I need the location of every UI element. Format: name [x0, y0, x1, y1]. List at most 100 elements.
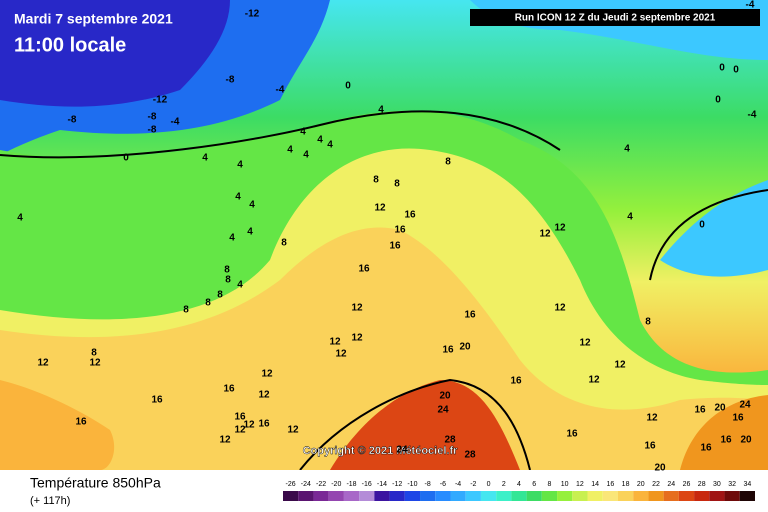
colorbar-swatch — [450, 491, 466, 501]
map-background — [0, 0, 768, 471]
contour-label: 4 — [378, 105, 384, 116]
contour-label: 16 — [700, 443, 712, 454]
colorbar-swatch — [572, 491, 588, 501]
contour-label: 4 — [202, 153, 208, 164]
colorbar-tick-label: 0 — [487, 481, 491, 488]
contour-label: 4 — [624, 144, 630, 155]
contour-label: 12 — [243, 420, 255, 431]
colorbar-swatch — [389, 491, 405, 501]
colorbar-swatch — [511, 491, 527, 501]
contour-label: 12 — [554, 223, 566, 234]
contour-label: 12 — [37, 358, 49, 369]
contour-label: 20 — [439, 391, 451, 402]
colorbar-tick-label: 16 — [606, 481, 614, 488]
contour-label: 16 — [151, 395, 163, 406]
contour-label: 12 — [539, 229, 551, 240]
colorbar: -26 -24 -22 -20 -18 -16 -14 -12 -10 -8 -6 -4 -2 0 2 4 6 8… — [283, 481, 755, 501]
colorbar-tick-label: 6 — [532, 481, 536, 488]
colorbar-tick-label: 20 — [637, 481, 645, 488]
contour-label: 16 — [720, 435, 732, 446]
contour-label: 16 — [389, 241, 401, 252]
contour-label: 16 — [394, 225, 406, 236]
contour-label: 16 — [694, 405, 706, 416]
colorbar-swatch — [557, 491, 573, 501]
contour-label: 4 — [300, 127, 306, 138]
colorbar-tick-label: -14 — [377, 481, 387, 488]
colorbar-tick-label: 34 — [743, 481, 751, 488]
contour-label: 28 — [444, 435, 456, 446]
contour-label: 16 — [510, 376, 522, 387]
colorbar-swatch — [465, 491, 481, 501]
run-box — [470, 9, 760, 26]
colorbar-swatch — [617, 491, 634, 501]
contour-label: 8 — [445, 157, 451, 168]
contour-label: 4 — [627, 212, 633, 223]
contour-label: 12 — [351, 333, 363, 344]
contour-label: 8 — [91, 348, 97, 359]
colorbar-swatch — [404, 491, 421, 501]
colorbar-tick-label: -8 — [425, 481, 431, 488]
contour-label: 4 — [229, 233, 235, 244]
contour-label: 4 — [249, 200, 255, 211]
colorbar-swatch — [480, 491, 497, 501]
contour-label: 20 — [654, 463, 666, 474]
contour-label: 8 — [394, 179, 400, 190]
colorbar-swatch — [633, 491, 649, 501]
colorbar-tick-label: 22 — [652, 481, 660, 488]
contour-label: 12 — [258, 390, 270, 401]
contour-label: 16 — [442, 345, 454, 356]
colorbar-tick-label: 4 — [517, 481, 521, 488]
colorbar-tick-label: 2 — [502, 481, 506, 488]
contour-label: 16 — [75, 417, 87, 428]
contour-label: -8 — [148, 112, 157, 123]
colorbar-swatch — [526, 491, 542, 501]
contour-label: 12 — [261, 369, 273, 380]
contour-label: -12 — [153, 95, 168, 106]
contour-label: 20 — [714, 403, 726, 414]
contour-label: 16 — [258, 419, 270, 430]
contour-label: -4 — [276, 85, 285, 96]
lead-time: (+ 117h) — [30, 495, 70, 507]
colorbar-swatch — [724, 491, 740, 501]
colorbar-tick-label: 28 — [698, 481, 706, 488]
contour-label: -4 — [748, 110, 757, 121]
colorbar-swatch — [602, 491, 618, 501]
contour-label: 4 — [287, 145, 293, 156]
contour-label: 12 — [646, 413, 658, 424]
contour-label: 20 — [459, 342, 471, 353]
colorbar-tick-label: -16 — [362, 481, 372, 488]
contour-label: 0 — [733, 65, 739, 76]
colorbar-tick-label: -20 — [331, 481, 341, 488]
colorbar-tick-label: -18 — [346, 481, 356, 488]
colorbar-swatch — [678, 491, 695, 501]
colorbar-swatch — [359, 491, 375, 501]
colorbar-swatch — [374, 491, 390, 501]
colorbar-swatch — [648, 491, 664, 501]
colorbar-swatch — [298, 491, 314, 501]
colorbar-tick-label: 26 — [683, 481, 691, 488]
contour-label: 20 — [740, 435, 752, 446]
contour-label: 16 — [732, 413, 744, 424]
contour-label: 0 — [699, 220, 705, 231]
contour-label: 16 — [234, 412, 246, 423]
contour-label: 4 — [327, 140, 333, 151]
contour-label: 12 — [329, 337, 341, 348]
colorbar-tick-label: 18 — [622, 481, 630, 488]
contour-label: 12 — [234, 425, 246, 436]
contour-label: 4 — [17, 213, 23, 224]
contour-label: -8 — [148, 125, 157, 136]
run-label: Run ICON 12 Z du Jeudi 2 septembre 2021 — [515, 13, 716, 24]
colorbar-swatch — [496, 491, 512, 501]
colorbar-swatch — [709, 491, 725, 501]
colorbar-swatch — [313, 491, 329, 501]
colorbar-tick-label: -2 — [470, 481, 476, 488]
colorbar-swatch — [435, 491, 451, 501]
contour-label: 4 — [235, 192, 241, 203]
date-label: Mardi 7 septembre 2021 — [14, 11, 173, 27]
contour-label: 12 — [335, 349, 347, 360]
contour-label: 4 — [303, 150, 309, 161]
contour-label: 8 — [225, 275, 231, 286]
contour-label: 16 — [223, 384, 235, 395]
